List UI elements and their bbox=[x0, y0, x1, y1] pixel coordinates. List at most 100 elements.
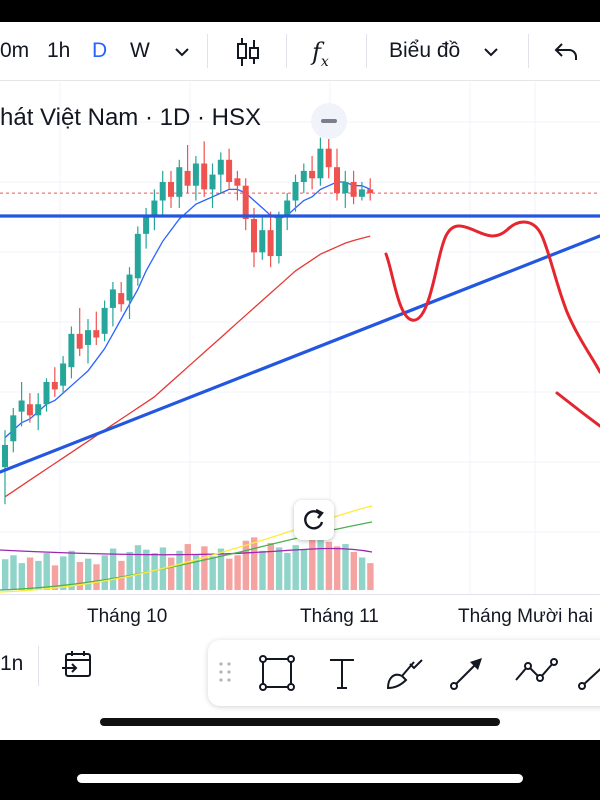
candle-body bbox=[350, 182, 357, 197]
candle-body bbox=[292, 182, 299, 201]
candle bbox=[334, 148, 340, 201]
candle-body bbox=[35, 404, 42, 416]
go-to-date-icon[interactable] bbox=[60, 648, 94, 687]
collapse-legend-button[interactable] bbox=[311, 103, 347, 139]
reset-chart-button[interactable] bbox=[294, 500, 334, 540]
toolbar-separator bbox=[366, 34, 367, 68]
volume-bar bbox=[275, 547, 283, 590]
candle bbox=[292, 174, 299, 212]
path-tool-icon[interactable] bbox=[512, 654, 558, 697]
candle bbox=[176, 159, 183, 208]
candle-body bbox=[217, 159, 224, 175]
candle bbox=[267, 211, 274, 268]
candle-body bbox=[358, 189, 365, 197]
candle-body bbox=[85, 330, 91, 345]
interval-w[interactable]: W bbox=[130, 39, 150, 62]
candle bbox=[126, 267, 133, 320]
candle bbox=[168, 170, 174, 208]
candle bbox=[251, 207, 257, 268]
volume-bar bbox=[350, 551, 357, 590]
candle-body bbox=[209, 174, 216, 190]
volume-ma-line bbox=[0, 547, 373, 556]
rectangle-tool-icon[interactable] bbox=[258, 654, 296, 697]
candle bbox=[342, 170, 349, 208]
candle-body bbox=[325, 148, 332, 168]
arrow-tool-icon[interactable] bbox=[448, 654, 488, 697]
candle-body bbox=[284, 200, 291, 216]
volume-bar bbox=[251, 537, 258, 590]
candle bbox=[184, 144, 191, 194]
candle-body bbox=[159, 182, 166, 201]
volume-bar bbox=[168, 557, 175, 590]
trendline-tool-icon[interactable] bbox=[578, 654, 600, 697]
app-screen: 0m 1h D W fx Biểu đồ hát Việt Nam · 1D ·… bbox=[0, 22, 600, 740]
volume-bar bbox=[317, 536, 324, 590]
candle bbox=[234, 170, 241, 201]
drawing-tools-panel bbox=[208, 640, 600, 706]
candle bbox=[209, 163, 216, 208]
text-tool-icon[interactable] bbox=[326, 654, 358, 697]
volume-pane bbox=[2, 536, 374, 590]
candle bbox=[192, 156, 199, 201]
volume-bar bbox=[267, 542, 274, 590]
bottom-interval-label[interactable]: 1n bbox=[0, 652, 24, 675]
candle bbox=[118, 282, 125, 312]
volume-bar bbox=[292, 545, 299, 590]
volume-bar bbox=[226, 558, 233, 590]
volume-bar bbox=[234, 555, 241, 590]
volume-bar bbox=[201, 546, 208, 590]
candle-body bbox=[334, 167, 340, 194]
price-chart[interactable] bbox=[0, 22, 600, 632]
candle-body bbox=[2, 444, 8, 468]
candle bbox=[60, 356, 67, 394]
candle bbox=[217, 152, 224, 194]
toolbar-separator bbox=[38, 646, 39, 686]
chevron-down-icon[interactable] bbox=[481, 42, 501, 67]
volume-bar bbox=[10, 555, 17, 590]
volume-bar bbox=[209, 556, 216, 590]
candle bbox=[93, 311, 100, 345]
candle-body bbox=[18, 400, 25, 412]
brush-tool-icon[interactable] bbox=[384, 654, 426, 697]
candle-body bbox=[176, 167, 183, 197]
interval-1h[interactable]: 1h bbox=[47, 39, 71, 62]
candle-body bbox=[101, 307, 108, 334]
candles-icon[interactable] bbox=[234, 36, 262, 73]
candle-body bbox=[251, 219, 257, 253]
indicators-fx-icon[interactable]: fx bbox=[312, 38, 329, 70]
volume-bar bbox=[60, 556, 67, 590]
candle-body bbox=[317, 148, 324, 179]
candle bbox=[325, 133, 332, 179]
volume-bar bbox=[259, 550, 266, 590]
candle-body bbox=[10, 415, 17, 442]
undo-icon[interactable] bbox=[553, 40, 579, 69]
volume-bar bbox=[334, 546, 341, 590]
candle-body bbox=[300, 170, 307, 182]
candle bbox=[151, 189, 158, 231]
candle-body bbox=[60, 363, 67, 386]
time-axis-border bbox=[0, 594, 600, 595]
candle bbox=[226, 148, 233, 190]
volume-bar bbox=[184, 544, 191, 590]
candle-body bbox=[342, 182, 349, 194]
volume-bar bbox=[93, 564, 100, 590]
freehand-drawing bbox=[384, 220, 600, 374]
drag-handle-icon[interactable] bbox=[218, 660, 232, 689]
candle-body bbox=[93, 330, 100, 338]
ma-fast-line bbox=[4, 181, 371, 439]
interval-0m[interactable]: 0m bbox=[0, 39, 30, 62]
chart-type-button[interactable]: Biểu đồ bbox=[389, 39, 461, 62]
freehand-drawing-2 bbox=[555, 391, 600, 428]
candle bbox=[43, 378, 50, 412]
candle bbox=[159, 170, 166, 216]
chevron-down-icon[interactable] bbox=[172, 42, 192, 67]
candle-body bbox=[367, 189, 374, 194]
candle bbox=[85, 319, 91, 364]
volume-bar bbox=[43, 553, 50, 590]
candle-body bbox=[184, 170, 191, 186]
candle bbox=[143, 207, 150, 249]
interval-d[interactable]: D bbox=[92, 39, 108, 62]
volume-bar bbox=[2, 559, 9, 590]
symbol-legend[interactable]: hát Việt Nam · 1D · HSX bbox=[0, 104, 261, 131]
volume-ma-line bbox=[0, 505, 373, 593]
